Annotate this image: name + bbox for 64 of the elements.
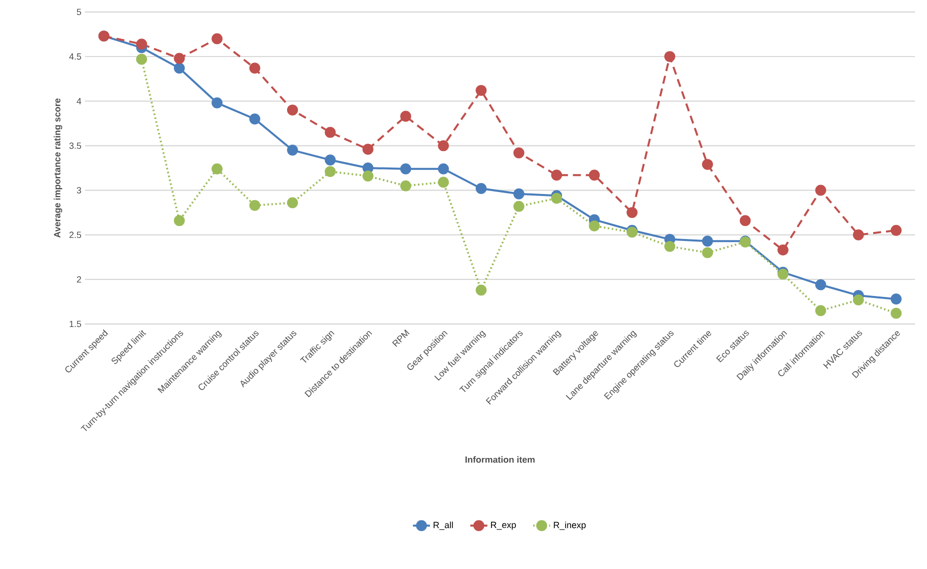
point	[551, 170, 562, 181]
point	[664, 240, 676, 252]
y-tick-label: 3	[76, 187, 82, 194]
point	[438, 140, 449, 152]
y-tick-label: 3.5	[69, 142, 82, 149]
point	[136, 54, 148, 65]
point	[174, 62, 185, 74]
y-axis-title: Average importance rating score	[54, 98, 62, 238]
point	[174, 52, 185, 64]
point	[815, 279, 826, 290]
y-tick-label: 4.5	[69, 53, 82, 60]
point	[815, 184, 826, 196]
point	[324, 154, 336, 166]
point	[626, 207, 638, 218]
point	[852, 229, 864, 240]
y-tick-label: 5	[76, 8, 82, 16]
y-tick-label: 1.5	[70, 320, 82, 328]
point	[815, 305, 826, 316]
point	[212, 97, 223, 108]
point	[777, 244, 788, 256]
point	[438, 176, 449, 188]
x-axis-title: Information item	[465, 456, 535, 463]
point	[362, 170, 374, 182]
legend-label: R_all	[434, 522, 453, 530]
point	[476, 183, 487, 194]
point	[664, 51, 676, 62]
point	[551, 192, 562, 204]
point	[400, 180, 412, 192]
point	[212, 33, 223, 44]
point	[890, 294, 902, 305]
point	[400, 110, 412, 122]
legend-label: R_inexp	[554, 522, 586, 530]
legend-label: R_exp	[491, 522, 516, 530]
point	[324, 166, 336, 178]
point	[852, 294, 864, 306]
point	[287, 104, 298, 116]
point	[212, 163, 223, 174]
point	[287, 197, 298, 208]
point	[287, 144, 298, 156]
point	[513, 200, 524, 212]
point	[513, 188, 524, 200]
y-tick-label: 2	[76, 276, 82, 283]
point	[702, 158, 713, 170]
point	[400, 163, 412, 174]
point	[249, 200, 260, 211]
point	[588, 220, 600, 232]
point	[362, 144, 374, 155]
y-tick-label: 4	[76, 98, 82, 104]
point	[890, 224, 902, 236]
point	[890, 308, 902, 319]
point	[174, 215, 185, 226]
point	[702, 247, 713, 258]
y-tick-label: 2.5	[69, 232, 82, 238]
point	[740, 215, 751, 226]
point	[588, 170, 600, 181]
point	[324, 126, 336, 138]
point	[438, 163, 449, 174]
point	[476, 84, 487, 96]
point	[513, 147, 524, 158]
point	[249, 62, 260, 74]
point	[476, 284, 487, 296]
point	[702, 236, 713, 247]
point	[136, 38, 148, 50]
point	[249, 113, 260, 124]
